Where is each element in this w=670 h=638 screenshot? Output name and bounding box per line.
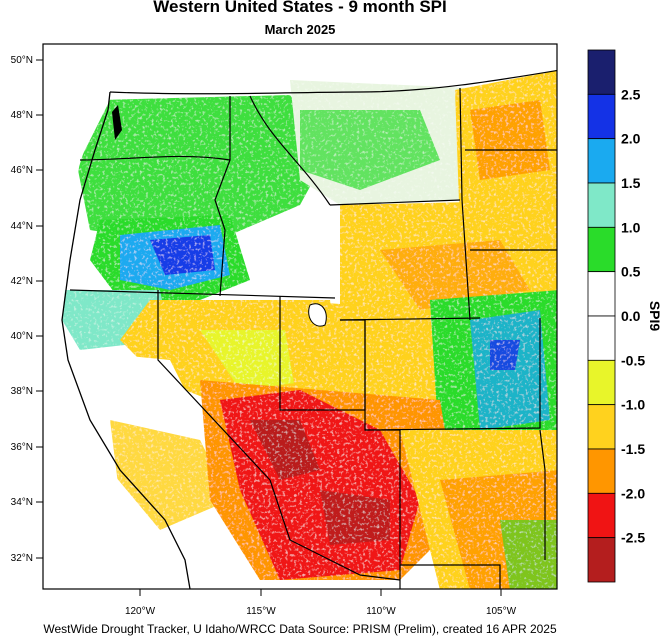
map-subtitle: March 2025: [264, 22, 336, 37]
colorbar-label: -1.5: [621, 441, 645, 457]
lat-tick: 50°N: [11, 55, 43, 66]
lat-tick-label: 50°N: [11, 55, 33, 66]
map-frame: [42, 43, 558, 590]
colorbar-swatch: [587, 404, 616, 450]
colorbar-swatch: [587, 93, 616, 140]
lat-tick: 40°N: [11, 331, 43, 342]
lon-tick: 110°W: [366, 589, 396, 617]
colorbar-swatch: [587, 492, 616, 539]
colorbar-swatch: [587, 49, 616, 95]
colorbar: 2.5 2.0 1.5 1.0 0.5 0.0 -0.5 -1.0 -1.5 -2.0 -2.5: [587, 49, 645, 583]
colorbar-swatch: [587, 138, 616, 184]
lon-axis: 120°W 115°W 110°W 105°W: [125, 589, 517, 617]
lat-tick-label: 48°N: [11, 110, 33, 121]
colorbar-label: -2.0: [621, 485, 645, 501]
colorbar-label: 0.0: [621, 308, 641, 324]
great-salt-lake: [308, 303, 327, 327]
colorbar-swatch: [587, 315, 616, 361]
colorbar-swatch: [587, 271, 616, 317]
lon-tick: 105°W: [486, 589, 517, 617]
colorbar-swatch: [587, 182, 616, 228]
colorbar-label: 0.5: [621, 264, 641, 280]
lat-tick: 34°N: [11, 497, 43, 508]
lon-tick-label: 120°W: [125, 606, 156, 617]
colorbar-label: -1.0: [621, 397, 645, 413]
lat-tick: 48°N: [11, 110, 43, 121]
lat-tick: 32°N: [11, 553, 43, 564]
lat-tick-label: 40°N: [11, 331, 33, 342]
lat-tick-label: 42°N: [11, 276, 33, 287]
colorbar-swatch: [587, 359, 616, 406]
lat-tick-label: 38°N: [11, 386, 33, 397]
lat-tick: 38°N: [11, 386, 43, 397]
lon-tick-label: 115°W: [246, 606, 276, 617]
lon-tick: 120°W: [125, 589, 156, 617]
lon-tick: 115°W: [246, 589, 276, 617]
colorbar-swatch: [587, 537, 616, 583]
pacific-ocean: [43, 44, 200, 589]
puget-sound: [112, 105, 122, 140]
colorbar-label: 1.5: [621, 175, 641, 191]
colorbar-label: 2.5: [621, 86, 641, 102]
state-borders: [69, 69, 557, 589]
colorbar-label: 1.0: [621, 219, 641, 235]
colorbar-swatch: [587, 448, 616, 494]
colorbar-label: -2.5: [621, 530, 645, 546]
lat-tick: 36°N: [11, 442, 43, 453]
coastline: [61, 91, 191, 590]
lon-tick-label: 105°W: [486, 606, 517, 617]
lat-tick-label: 36°N: [11, 442, 33, 453]
colorbar-label: -0.5: [621, 352, 645, 368]
footer-credit: WestWide Drought Tracker, U Idaho/WRCC D…: [43, 622, 557, 636]
lat-tick-label: 44°N: [11, 221, 33, 232]
lat-axis: 50°N 48°N 46°N 44°N 42°N 40°N 38°N 36°N: [11, 55, 43, 564]
lat-tick: 42°N: [11, 276, 43, 287]
colorbar-swatch: [587, 226, 616, 273]
colorbar-label: 2.0: [621, 131, 641, 147]
colorbar-title: SPI9: [647, 301, 663, 332]
lat-tick-label: 32°N: [11, 553, 33, 564]
lat-tick-label: 34°N: [11, 497, 33, 508]
lat-tick: 44°N: [11, 221, 43, 232]
lat-tick-label: 46°N: [11, 165, 33, 176]
map-title: Western United States - 9 month SPI: [153, 0, 447, 16]
lat-tick: 46°N: [11, 165, 43, 176]
spi-field: [43, 44, 557, 589]
lon-tick-label: 110°W: [366, 606, 396, 617]
